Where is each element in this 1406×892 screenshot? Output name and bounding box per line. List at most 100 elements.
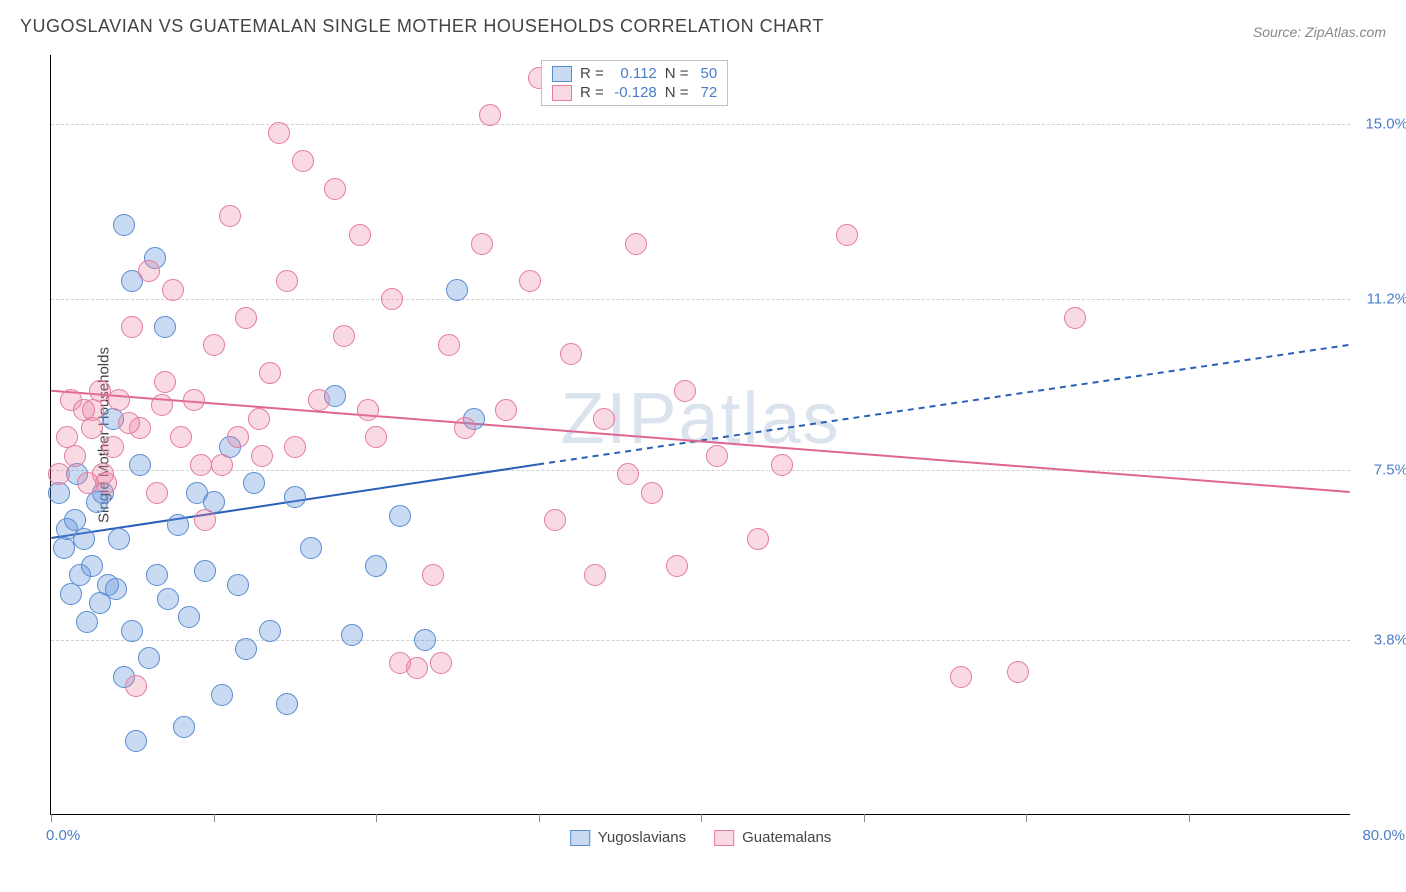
data-point	[235, 307, 257, 329]
data-point	[170, 426, 192, 448]
data-point	[121, 316, 143, 338]
data-point	[284, 436, 306, 458]
data-point	[81, 555, 103, 577]
legend-swatch-blue	[552, 66, 572, 82]
y-tick-label: 3.8%	[1358, 631, 1406, 648]
data-point	[324, 178, 346, 200]
data-point	[771, 454, 793, 476]
data-point	[243, 472, 265, 494]
n-value-pink: 72	[701, 84, 718, 101]
data-point	[203, 334, 225, 356]
trend-line-dashed	[538, 345, 1349, 465]
data-point	[446, 279, 468, 301]
legend-item-guatemalans: Guatemalans	[714, 829, 831, 846]
data-point	[125, 675, 147, 697]
r-label: R =	[580, 84, 604, 101]
legend-label: Yugoslavians	[598, 829, 686, 846]
data-point	[118, 412, 140, 434]
data-point	[108, 389, 130, 411]
data-point	[154, 371, 176, 393]
chart-area: Single Mother Households ZIPatlas 3.8%7.…	[50, 55, 1350, 815]
data-point	[138, 260, 160, 282]
x-tick	[214, 814, 215, 822]
data-point	[95, 472, 117, 494]
data-point	[64, 445, 86, 467]
data-point	[113, 214, 135, 236]
data-point	[706, 445, 728, 467]
correlation-legend: R = 0.112 N = 50 R = -0.128 N = 72	[541, 60, 728, 106]
legend-label: Guatemalans	[742, 829, 831, 846]
data-point	[544, 509, 566, 531]
data-point	[666, 555, 688, 577]
data-point	[121, 620, 143, 642]
data-point	[146, 564, 168, 586]
y-tick-label: 7.5%	[1358, 461, 1406, 478]
data-point	[950, 666, 972, 688]
data-point	[73, 528, 95, 550]
y-tick-label: 11.2%	[1358, 291, 1406, 308]
x-min-label: 0.0%	[46, 827, 80, 844]
data-point	[308, 389, 330, 411]
x-tick	[1026, 814, 1027, 822]
n-label: N =	[665, 84, 689, 101]
legend-swatch-pink	[714, 830, 734, 846]
data-point	[183, 389, 205, 411]
data-point	[154, 316, 176, 338]
data-point	[276, 693, 298, 715]
data-point	[76, 611, 98, 633]
data-point	[102, 436, 124, 458]
data-point	[146, 482, 168, 504]
n-value-blue: 50	[701, 65, 718, 82]
r-label: R =	[580, 65, 604, 82]
data-point	[414, 629, 436, 651]
data-point	[194, 560, 216, 582]
data-point	[259, 362, 281, 384]
data-point	[430, 652, 452, 674]
data-point	[105, 578, 127, 600]
data-point	[211, 454, 233, 476]
legend-swatch-blue	[570, 830, 590, 846]
data-point	[495, 399, 517, 421]
data-point	[593, 408, 615, 430]
data-point	[341, 624, 363, 646]
data-point	[194, 509, 216, 531]
data-point	[268, 122, 290, 144]
data-point	[1007, 661, 1029, 683]
data-point	[1064, 307, 1086, 329]
data-point	[519, 270, 541, 292]
data-point	[284, 486, 306, 508]
data-point	[381, 288, 403, 310]
data-point	[138, 647, 160, 669]
data-point	[48, 463, 70, 485]
legend-item-yugoslavians: Yugoslavians	[570, 829, 686, 846]
x-tick	[51, 814, 52, 822]
x-tick	[1189, 814, 1190, 822]
data-point	[674, 380, 696, 402]
data-point	[292, 150, 314, 172]
data-point	[129, 454, 151, 476]
r-value-pink: -0.128	[612, 84, 657, 101]
data-point	[190, 454, 212, 476]
data-point	[173, 716, 195, 738]
data-point	[560, 343, 582, 365]
data-point	[125, 730, 147, 752]
data-point	[479, 104, 501, 126]
data-point	[227, 426, 249, 448]
data-point	[454, 417, 476, 439]
data-point	[438, 334, 460, 356]
r-value-blue: 0.112	[612, 65, 657, 82]
data-point	[747, 528, 769, 550]
data-point	[167, 514, 189, 536]
source-label: Source: ZipAtlas.com	[1253, 24, 1386, 40]
data-point	[389, 652, 411, 674]
data-point	[625, 233, 647, 255]
data-point	[219, 205, 241, 227]
legend-swatch-pink	[552, 85, 572, 101]
legend-row-blue: R = 0.112 N = 50	[552, 64, 717, 83]
data-point	[251, 445, 273, 467]
data-point	[471, 233, 493, 255]
data-point	[108, 528, 130, 550]
data-point	[365, 426, 387, 448]
data-point	[617, 463, 639, 485]
data-point	[389, 505, 411, 527]
